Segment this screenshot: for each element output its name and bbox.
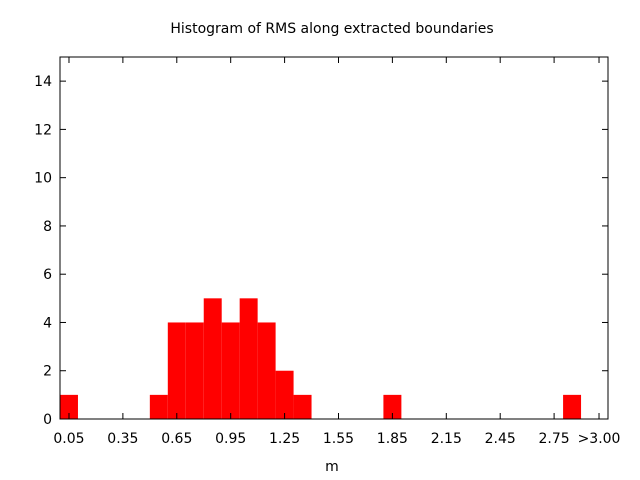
histogram-bar [563,394,582,419]
x-tick-label: 2.75 [539,431,570,447]
y-tick-label: 2 [43,364,52,380]
chart-title: Histogram of RMS along extracted boundar… [170,21,493,37]
y-axis-ticks: 0 2 4 6 8 10 12 14 [34,74,608,428]
x-tick-label: >3.00 [578,431,621,447]
histogram-bar [185,322,204,419]
histogram-bar [293,394,312,419]
x-tick-label: 0.65 [161,431,192,447]
x-tick-label: 0.35 [107,431,138,447]
x-tick-label: 0.95 [215,431,246,447]
y-tick-label: 0 [43,412,52,428]
y-tick-label: 8 [43,219,52,235]
x-tick-label: 1.55 [323,431,354,447]
y-tick-label: 14 [34,74,52,90]
y-tick-label: 6 [43,267,52,283]
x-tick-label: 0.05 [53,431,84,447]
histogram-bars [60,298,582,419]
histogram-bar [239,298,258,419]
x-tick-label: 2.15 [431,431,462,447]
histogram-bar [60,394,78,419]
x-tick-label: 1.25 [269,431,300,447]
y-tick-label: 10 [34,171,52,187]
x-tick-label: 2.45 [485,431,516,447]
y-tick-label: 4 [43,315,52,331]
y-tick-label: 12 [34,122,52,138]
histogram-bar [275,370,294,419]
plot-frame [59,56,609,420]
x-axis-ticks: 0.05 0.35 0.65 0.95 1.25 1.55 1.85 2.15 2.45 2.75… [53,57,620,447]
histogram-bar [221,322,240,419]
x-axis-label: m [325,459,339,475]
histogram-bar [167,322,186,419]
x-tick-label: 1.85 [377,431,408,447]
histogram-bar [203,298,222,419]
histogram-bar [383,394,402,419]
histogram-bar [149,394,168,419]
histogram-bar [257,322,276,419]
